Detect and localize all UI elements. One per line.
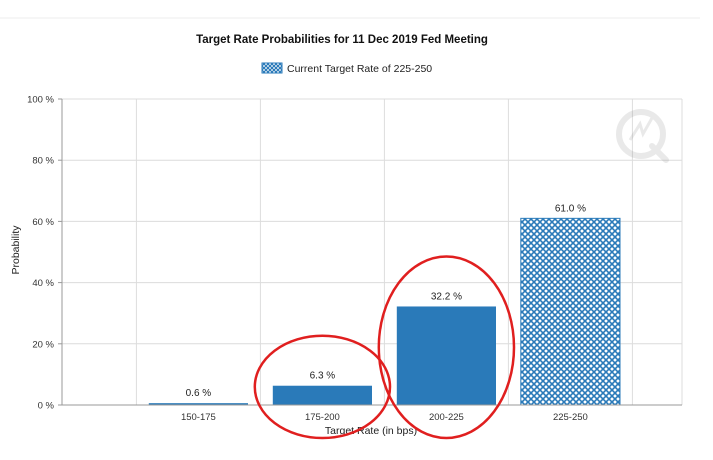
data-labels: 0.6 % 6.3 % 32.2 % 61.0 % [186, 203, 586, 399]
bar-175-200 [272, 385, 372, 405]
x-tick-label: 150-175 [181, 412, 216, 423]
bar-225-250 [520, 217, 621, 406]
annotation-ellipse-175-200 [253, 334, 392, 440]
grid [62, 98, 683, 405]
bar-200-225 [396, 306, 496, 405]
y-tick-label: 20 % [32, 339, 54, 350]
annotations [253, 255, 516, 440]
y-axis-label: Probability [10, 225, 22, 275]
y-tick-label: 100 % [27, 95, 54, 106]
data-label-175-200: 6.3 % [310, 371, 336, 382]
watermark-logo-icon [616, 109, 669, 163]
y-tick-label: 0 % [38, 401, 55, 412]
x-tick-label: 225-250 [553, 412, 588, 423]
y-tick-label: 80 % [32, 156, 54, 167]
y-tick-label: 60 % [32, 217, 54, 228]
annotation-ellipse-200-225 [377, 255, 516, 440]
x-tick-label: 175-200 [305, 412, 340, 423]
x-tick-label: 200-225 [429, 412, 464, 423]
y-tick-label: 40 % [32, 278, 54, 289]
data-label-150-175: 0.6 % [186, 388, 212, 399]
data-label-225-250: 61.0 % [555, 203, 586, 214]
chart-title: Target Rate Probabilities for 11 Dec 201… [196, 34, 488, 46]
bar-150-175 [148, 403, 248, 405]
legend-label: Current Target Rate of 225-250 [287, 63, 432, 75]
data-label-200-225: 32.2 % [431, 291, 462, 302]
bars [148, 217, 621, 406]
legend: Current Target Rate of 225-250 [261, 62, 432, 75]
legend-swatch [261, 62, 283, 74]
axes: 0 % 20 % 40 % 60 % 80 % 100 % 150-175 175-200 20… [27, 95, 682, 423]
x-axis-label: Target Rate (in bps) [325, 425, 417, 437]
